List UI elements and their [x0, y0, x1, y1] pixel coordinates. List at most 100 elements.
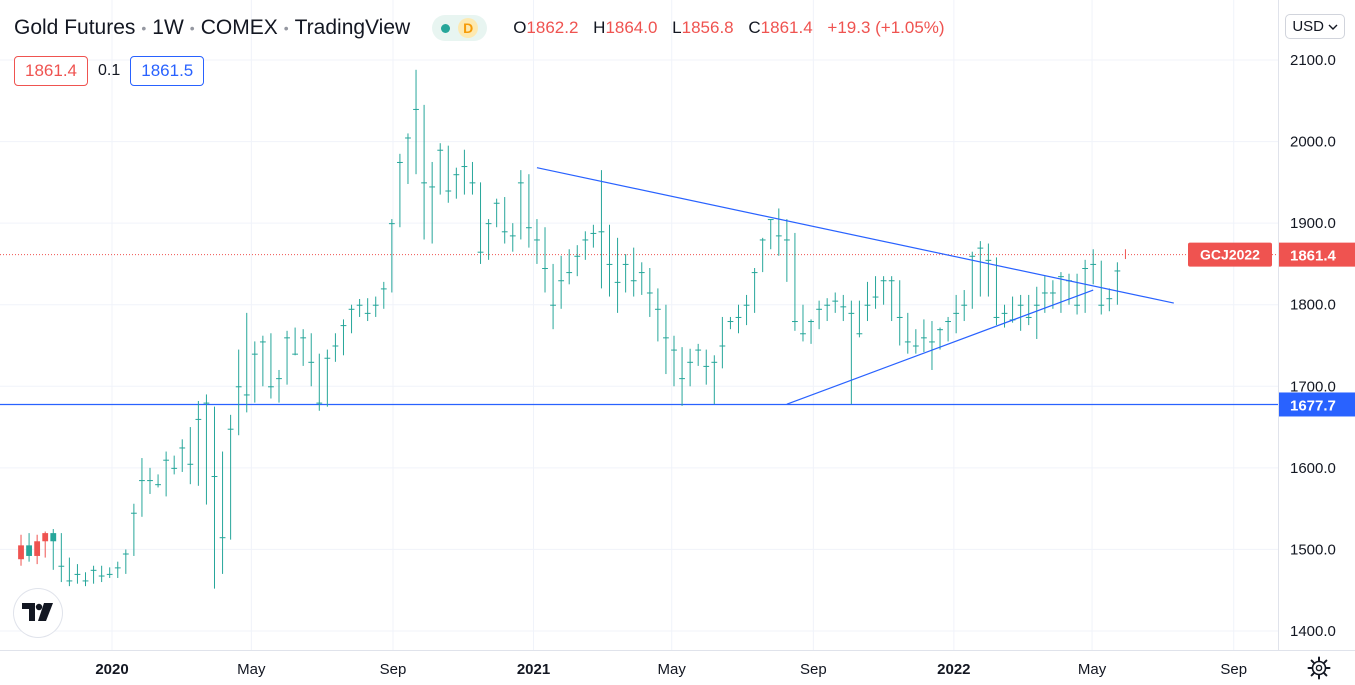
candle-body — [1033, 304, 1040, 306]
candle-body — [98, 575, 105, 577]
candle-body — [566, 272, 573, 274]
candle-body — [179, 447, 186, 449]
tradingview-mark-icon — [22, 603, 53, 621]
candle-body — [429, 186, 436, 188]
y-tick-label: 1600.0 — [1290, 460, 1336, 477]
candle-body — [1049, 292, 1056, 294]
candle-body — [413, 108, 419, 110]
candle-body — [82, 580, 89, 582]
candle-body — [268, 386, 274, 388]
candle-body — [139, 480, 145, 482]
market-open-dot-icon — [441, 23, 451, 33]
exchange-label: COMEX — [200, 16, 278, 39]
y-tick-label: 1900.0 — [1290, 215, 1336, 232]
candle-body — [372, 304, 379, 306]
candle-body — [767, 219, 774, 221]
candle-body — [461, 166, 468, 168]
buy-price-button[interactable]: 1861.5 — [130, 56, 205, 86]
candle-body — [235, 386, 242, 388]
candle-body — [800, 333, 806, 335]
y-tick-label: 1500.0 — [1290, 541, 1336, 558]
sell-price-button[interactable]: 1861.4 — [14, 56, 88, 86]
candle-body — [534, 239, 540, 241]
ohlc-open-key: O — [513, 18, 527, 37]
candle-body — [316, 402, 323, 404]
candle-body — [808, 321, 814, 323]
x-tick-label: May — [237, 661, 266, 678]
candle-body — [832, 300, 839, 302]
candle-body — [26, 545, 32, 556]
candle-body — [663, 337, 669, 339]
candle-body — [646, 292, 653, 294]
candle-body — [622, 263, 629, 265]
candle-body — [114, 567, 121, 569]
candle-body — [340, 325, 347, 327]
candle-body — [711, 361, 718, 363]
candle-body — [921, 337, 927, 339]
candle-body — [364, 312, 371, 314]
symbol-title[interactable]: Gold Futures — [14, 16, 136, 39]
currency-label: USD — [1292, 18, 1324, 35]
market-status-pill[interactable]: D — [432, 15, 488, 41]
y-tick-label: 2000.0 — [1290, 134, 1336, 151]
candle-body — [147, 480, 153, 482]
candle-body — [308, 361, 315, 363]
candle-body — [155, 484, 161, 486]
candle-body — [630, 280, 637, 282]
candle-body — [227, 428, 234, 430]
candle-body — [517, 182, 524, 184]
currency-selector[interactable]: USD — [1285, 14, 1345, 39]
candle-body — [961, 304, 968, 306]
candle-body — [872, 296, 879, 298]
x-tick-label: May — [1078, 661, 1107, 678]
candle-body — [735, 316, 742, 318]
candle-body — [929, 341, 935, 343]
x-tick-label: 2020 — [95, 661, 128, 678]
candle-body — [759, 239, 766, 241]
ohlc-low-value: 1856.8 — [681, 18, 734, 37]
x-tick-label: May — [658, 661, 687, 678]
candle-body — [606, 263, 613, 265]
candle-body — [598, 231, 605, 233]
candle-body — [74, 573, 81, 575]
candle-body — [445, 190, 452, 192]
candle-body — [421, 182, 427, 184]
candle-body — [42, 533, 49, 542]
candle-body — [50, 533, 57, 542]
candle-body — [638, 272, 645, 274]
candle-body — [904, 341, 911, 343]
candle-body — [259, 341, 266, 343]
candle-body — [405, 137, 411, 139]
candle-body — [912, 345, 919, 347]
candle-body — [388, 223, 395, 225]
ohlc-high-value: 1864.0 — [605, 18, 658, 37]
candle-body — [985, 259, 992, 261]
candle-body — [937, 329, 943, 331]
candle-body — [775, 235, 782, 237]
candle-body — [816, 308, 823, 310]
candle-body — [332, 345, 339, 347]
interval-label[interactable]: 1W — [152, 16, 184, 39]
candle-body — [243, 394, 250, 396]
candle-body — [397, 161, 403, 163]
x-tick-label: Sep — [1220, 661, 1247, 678]
candle-body — [1025, 316, 1032, 318]
x-tick-label: Sep — [800, 661, 827, 678]
candle-body — [501, 231, 508, 233]
candle-body — [719, 345, 726, 347]
header-separator: • — [189, 20, 195, 36]
last-price-badge-label: 1861.4 — [1290, 248, 1337, 265]
tradingview-logo-icon[interactable] — [14, 589, 62, 637]
source-label: TradingView — [294, 16, 411, 39]
candle-body — [824, 304, 831, 306]
candle-body — [969, 255, 976, 257]
candle-body — [300, 337, 307, 339]
ohlc-open-value: 1862.2 — [526, 18, 579, 37]
candle-body — [582, 239, 589, 241]
candle-body — [856, 333, 863, 335]
symbol-badge-label: GCJ2022 — [1200, 247, 1260, 263]
gear-icon[interactable] — [1306, 655, 1332, 681]
candle-body — [485, 223, 492, 225]
symbol-badge — [1188, 242, 1272, 267]
